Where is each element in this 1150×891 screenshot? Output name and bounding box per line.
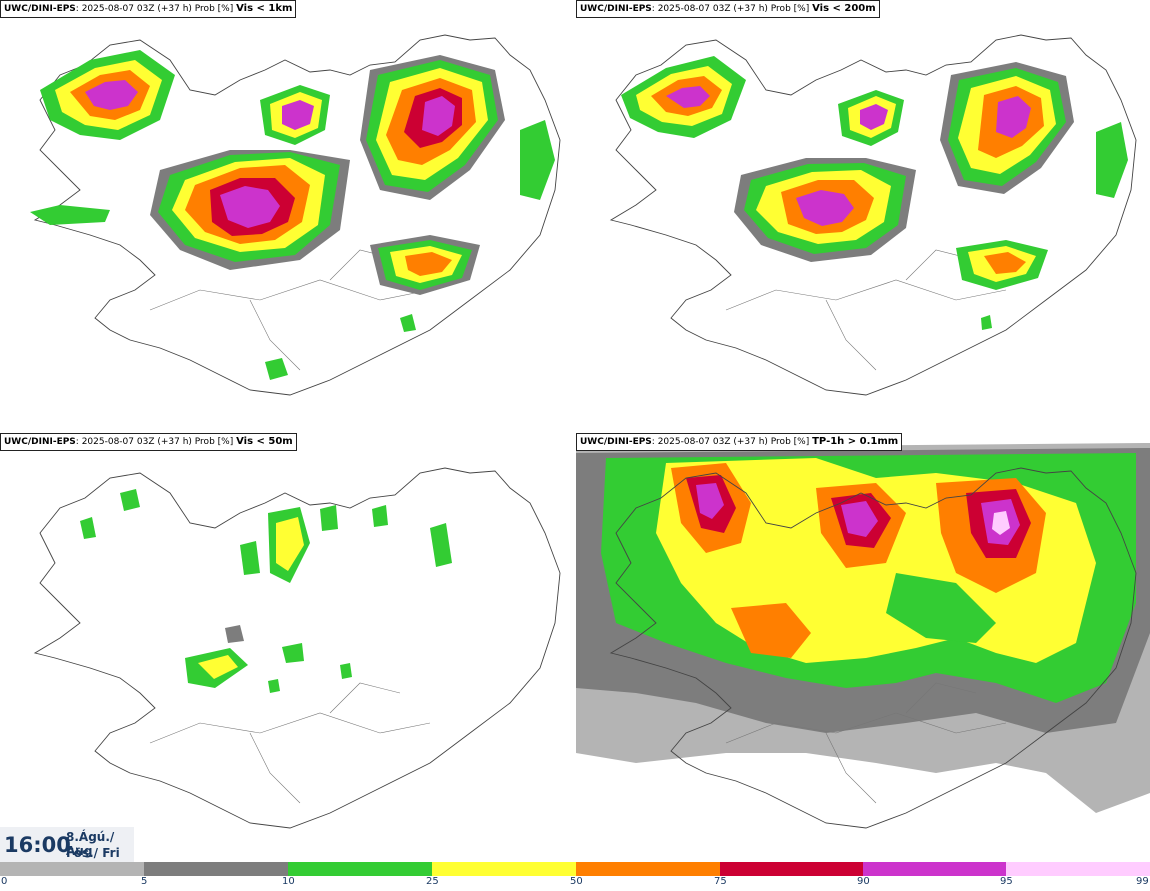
colorbar-tick: 0 bbox=[1, 876, 8, 887]
valid-date: 8.Ágú./ Aug bbox=[66, 830, 115, 858]
model-label: UWC/DINI-EPS bbox=[4, 437, 76, 447]
probability-contours bbox=[30, 50, 555, 380]
probability-contours bbox=[621, 56, 1128, 330]
panel-title: UWC/DINI-EPS: 2025-08-07 03Z (+37 h) Pro… bbox=[576, 0, 880, 18]
colorbar-segment-5 bbox=[720, 862, 863, 876]
map-panel-vis-200m: UWC/DINI-EPS: 2025-08-07 03Z (+37 h) Pro… bbox=[576, 0, 1150, 430]
iceland-map bbox=[33, 467, 561, 829]
iceland-map bbox=[576, 443, 1150, 829]
colorbar-tick: 25 bbox=[426, 876, 439, 887]
coastline bbox=[609, 34, 1137, 396]
model-label: UWC/DINI-EPS bbox=[4, 4, 76, 14]
colorbar-tick: 50 bbox=[570, 876, 583, 887]
panel-title: UWC/DINI-EPS: 2025-08-07 03Z (+37 h) Pro… bbox=[0, 0, 297, 18]
iceland-map bbox=[30, 34, 561, 396]
iceland-map bbox=[609, 34, 1137, 396]
panel-title: UWC/DINI-EPS: 2025-08-07 03Z (+37 h) Pro… bbox=[576, 433, 903, 451]
map-panel-tp-1h: UWC/DINI-EPS: 2025-08-07 03Z (+37 h) Pro… bbox=[576, 433, 1150, 863]
colorbar-segment-2 bbox=[288, 862, 432, 876]
coastline bbox=[33, 34, 561, 396]
model-label: UWC/DINI-EPS bbox=[580, 4, 652, 14]
colorbar-segment-4 bbox=[576, 862, 720, 876]
variable-label: TP-1h > 0.1mm bbox=[812, 436, 899, 447]
run-info: 2025-08-07 03Z (+37 h) Prob [%] bbox=[657, 437, 810, 447]
map-panel-vis-50m: UWC/DINI-EPS: 2025-08-07 03Z (+37 h) Pro… bbox=[0, 433, 574, 863]
probability-contours bbox=[576, 443, 1150, 813]
run-info: 2025-08-07 03Z (+37 h) Prob [%] bbox=[81, 4, 234, 14]
colorbar-segment-3 bbox=[432, 862, 576, 876]
colorbar-tick: 95 bbox=[1000, 876, 1013, 887]
coastline bbox=[609, 467, 1137, 829]
map-panel-vis-1km: UWC/DINI-EPS: 2025-08-07 03Z (+37 h) Pro… bbox=[0, 0, 574, 430]
valid-day: Fös./ Fri bbox=[66, 846, 120, 860]
run-info: 2025-08-07 03Z (+37 h) Prob [%] bbox=[81, 437, 234, 447]
colorbar-segment-7 bbox=[1006, 862, 1150, 876]
run-info: 2025-08-07 03Z (+37 h) Prob [%] bbox=[657, 4, 810, 14]
colorbar-tick: 10 bbox=[282, 876, 295, 887]
valid-time: 16:00 bbox=[4, 833, 71, 857]
colorbar-tick: 75 bbox=[714, 876, 727, 887]
colorbar-tick: 99 bbox=[1136, 876, 1149, 887]
colorbar-segment-6 bbox=[863, 862, 1006, 876]
variable-label: Vis < 200m bbox=[812, 3, 876, 14]
panel-title: UWC/DINI-EPS: 2025-08-07 03Z (+37 h) Pro… bbox=[0, 433, 297, 451]
colorbar-segment-0 bbox=[0, 862, 144, 876]
colorbar-segment-1 bbox=[144, 862, 288, 876]
coastline bbox=[33, 467, 561, 829]
colorbar-tick: 90 bbox=[857, 876, 870, 887]
variable-label: Vis < 1km bbox=[236, 3, 293, 14]
colorbar-tick: 5 bbox=[141, 876, 148, 887]
probability-contours bbox=[80, 489, 452, 693]
model-label: UWC/DINI-EPS bbox=[580, 437, 652, 447]
variable-label: Vis < 50m bbox=[236, 436, 293, 447]
valid-time-box: 16:00 8.Ágú./ Aug Fös./ Fri bbox=[0, 827, 134, 862]
